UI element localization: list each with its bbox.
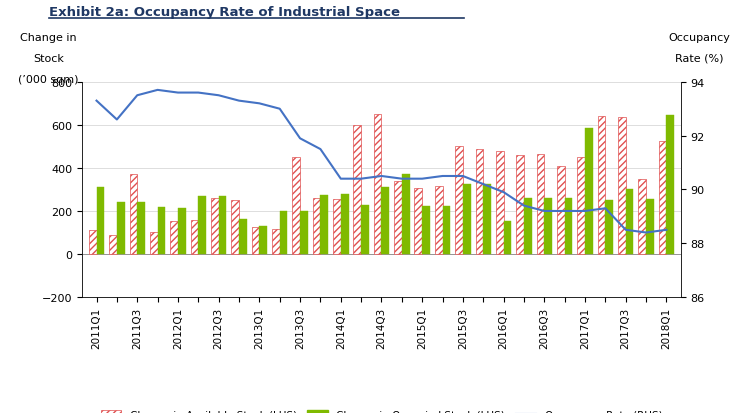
Bar bbox=[353, 126, 361, 254]
Bar bbox=[394, 181, 402, 254]
Bar bbox=[231, 201, 239, 254]
Bar bbox=[577, 158, 585, 254]
Bar bbox=[198, 197, 206, 254]
Bar bbox=[280, 211, 287, 254]
Bar bbox=[239, 219, 247, 254]
Bar bbox=[218, 197, 227, 254]
Bar bbox=[171, 221, 178, 254]
Text: Rate (%): Rate (%) bbox=[675, 54, 723, 64]
Bar bbox=[260, 226, 267, 254]
Bar bbox=[422, 206, 430, 254]
Bar bbox=[109, 235, 117, 254]
Bar bbox=[137, 203, 145, 254]
Bar bbox=[463, 185, 470, 254]
Bar bbox=[292, 158, 300, 254]
Bar bbox=[516, 156, 524, 254]
Bar bbox=[626, 190, 634, 254]
Bar bbox=[178, 208, 186, 254]
Bar bbox=[341, 194, 349, 254]
Bar bbox=[414, 189, 422, 254]
Bar bbox=[361, 205, 369, 254]
Bar bbox=[89, 231, 96, 254]
Bar bbox=[402, 175, 410, 254]
Bar bbox=[117, 203, 125, 254]
Bar bbox=[605, 201, 613, 254]
Bar bbox=[536, 154, 545, 254]
Bar bbox=[211, 199, 218, 254]
Bar bbox=[524, 199, 532, 254]
Bar bbox=[618, 118, 626, 254]
Bar bbox=[638, 179, 646, 254]
Bar bbox=[585, 129, 592, 254]
Bar bbox=[646, 199, 654, 254]
Bar bbox=[659, 142, 666, 254]
Text: (’000 sqm): (’000 sqm) bbox=[19, 74, 79, 84]
Bar bbox=[435, 187, 443, 254]
Bar bbox=[150, 233, 158, 254]
Text: Stock: Stock bbox=[33, 54, 64, 64]
Bar bbox=[598, 117, 605, 254]
Text: Change in: Change in bbox=[20, 33, 77, 43]
Bar bbox=[503, 221, 512, 254]
Legend: Change in Available Stock (LHS), Change in Occupied Stock (LHS), Occupancy Rate : Change in Available Stock (LHS), Change … bbox=[96, 406, 666, 413]
Bar bbox=[483, 185, 491, 254]
Bar bbox=[96, 188, 104, 254]
Bar bbox=[272, 230, 280, 254]
Bar bbox=[374, 115, 381, 254]
Bar bbox=[666, 116, 674, 254]
Bar bbox=[476, 149, 483, 254]
Bar bbox=[313, 199, 320, 254]
Bar bbox=[545, 199, 552, 254]
Bar bbox=[300, 211, 307, 254]
Bar bbox=[381, 188, 389, 254]
Bar bbox=[557, 166, 565, 254]
Bar bbox=[443, 206, 450, 254]
Bar bbox=[251, 228, 260, 254]
Bar bbox=[496, 151, 503, 254]
Text: Exhibit 2a: Occupancy Rate of Industrial Space: Exhibit 2a: Occupancy Rate of Industrial… bbox=[49, 6, 399, 19]
Bar bbox=[565, 199, 572, 254]
Text: Occupancy: Occupancy bbox=[669, 33, 730, 43]
Bar bbox=[158, 207, 165, 254]
Bar bbox=[320, 195, 328, 254]
Bar bbox=[129, 175, 137, 254]
Bar bbox=[333, 199, 341, 254]
Bar bbox=[456, 147, 463, 254]
Bar bbox=[191, 220, 198, 254]
